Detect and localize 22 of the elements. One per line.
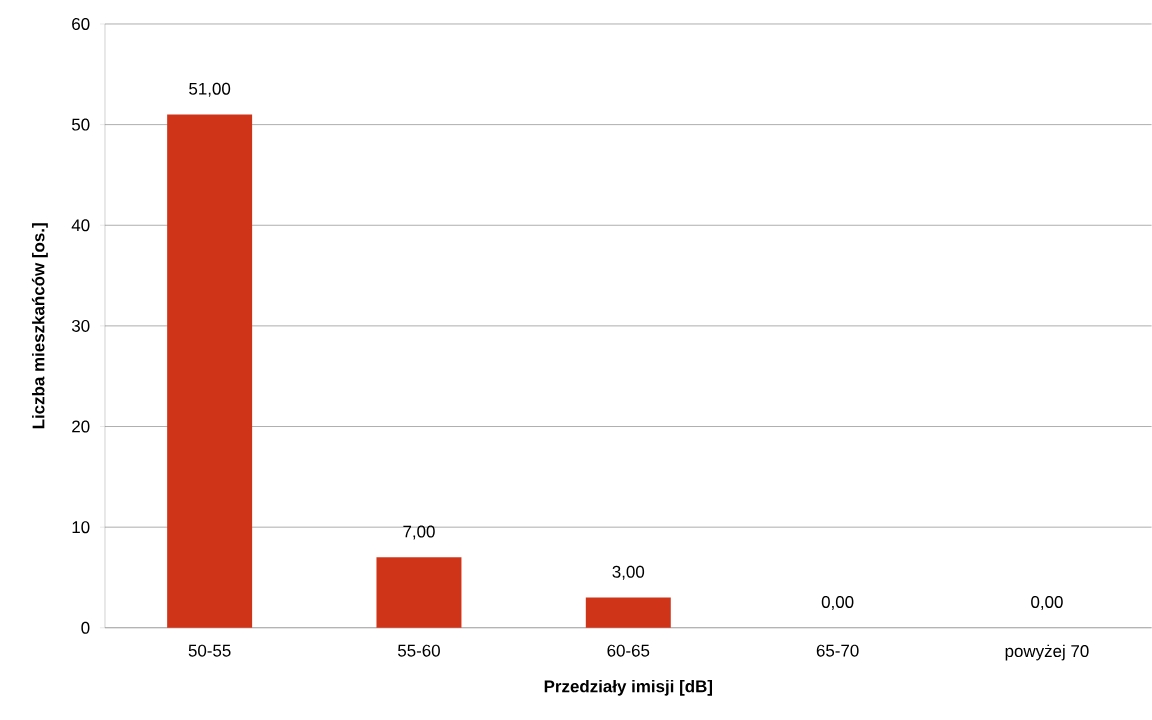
x-tick-label: 60-65: [607, 644, 650, 657]
y-axis-title: Liczba mieszkańców [os.]: [31, 223, 48, 429]
y-tick-label: 30: [71, 320, 90, 332]
x-tick-label: 55-60: [397, 644, 440, 657]
x-axis-title: Przedziały imisji [dB]: [544, 680, 713, 696]
bar: [167, 114, 253, 628]
data-label: 0,00: [1031, 596, 1063, 611]
bar: [585, 597, 671, 628]
y-tick-label: 50: [71, 118, 90, 131]
bar: [376, 557, 462, 628]
x-tick-label: 65-70: [816, 644, 859, 657]
data-label: 51,00: [189, 82, 231, 97]
y-tick-label: 10: [72, 521, 90, 534]
x-tick-label: powyżej 70: [1005, 644, 1089, 661]
data-label: 3,00: [612, 565, 645, 580]
x-tick-label: 50-55: [188, 644, 231, 657]
y-tick-label: 60: [72, 18, 90, 31]
y-tick-label: 0: [81, 621, 90, 634]
data-label: 7,00: [403, 525, 435, 540]
y-tick-label: 40: [71, 219, 90, 232]
y-tick-label: 20: [72, 420, 90, 433]
data-label: 0,00: [821, 596, 854, 611]
